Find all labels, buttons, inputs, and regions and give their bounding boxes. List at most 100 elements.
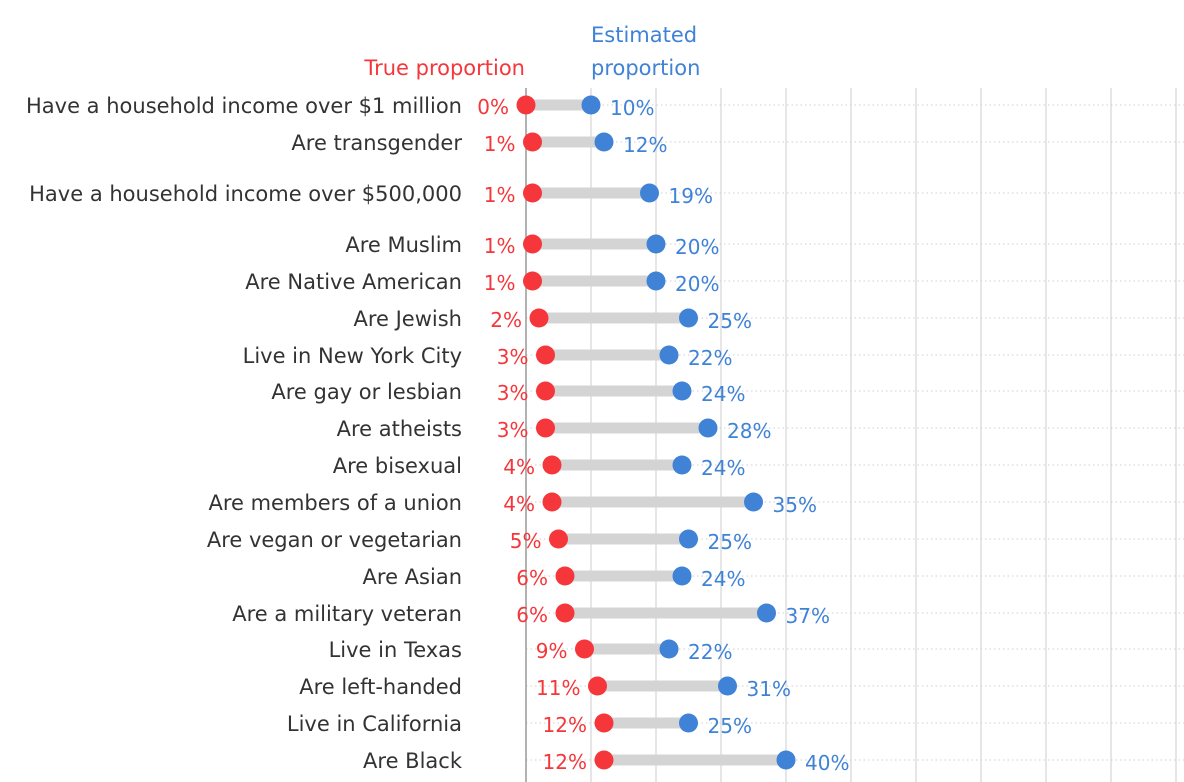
legend-true-proportion: True proportion xyxy=(363,56,525,80)
true-proportion-point xyxy=(536,418,555,438)
data-row: Are left-handed 11% 31% xyxy=(299,675,791,701)
true-value-label: 12% xyxy=(543,713,587,737)
data-row: Are Muslim 1% 20% xyxy=(345,233,719,259)
estimated-value-label: 22% xyxy=(688,640,732,664)
estimated-proportion-point xyxy=(744,492,763,512)
true-value-label: 1% xyxy=(484,234,516,258)
estimated-proportion-point xyxy=(672,566,692,586)
true-proportion-point xyxy=(516,95,536,115)
data-row: Are bisexual 4% 24% xyxy=(333,454,746,480)
estimated-proportion-point xyxy=(698,418,718,438)
estimated-proportion-point xyxy=(646,271,666,291)
true-proportion-point xyxy=(555,603,575,623)
true-proportion-point xyxy=(523,132,542,152)
estimated-proportion-point xyxy=(718,676,737,696)
true-proportion-point xyxy=(523,234,542,254)
estimated-value-label: 35% xyxy=(773,493,817,517)
true-value-label: 3% xyxy=(497,418,529,442)
row-guides xyxy=(526,104,1184,761)
true-proportion-point xyxy=(542,455,562,475)
legend: True proportion Estimated proportion xyxy=(363,23,700,80)
category-label: Are Muslim xyxy=(345,233,462,257)
true-proportion-point xyxy=(575,639,594,659)
category-label: Live in California xyxy=(287,712,462,736)
estimated-value-label: 40% xyxy=(805,751,849,775)
true-proportion-point xyxy=(536,381,555,401)
estimated-value-label: 25% xyxy=(708,714,752,738)
category-label: Live in New York City xyxy=(243,344,462,368)
true-value-label: 5% xyxy=(510,529,542,553)
estimated-proportion-point xyxy=(679,308,698,328)
category-label: Are members of a union xyxy=(208,491,462,515)
estimated-value-label: 28% xyxy=(727,419,771,443)
estimated-value-label: 25% xyxy=(708,530,752,554)
true-proportion-point xyxy=(523,183,542,203)
category-label: Are gay or lesbian xyxy=(271,380,462,404)
true-proportion-point xyxy=(536,345,555,365)
category-label: Are Asian xyxy=(363,565,462,589)
true-proportion-point xyxy=(523,271,542,291)
data-row: Are a military veteran 6% 37% xyxy=(232,602,830,628)
estimated-proportion-point xyxy=(646,234,666,254)
true-value-label: 9% xyxy=(536,639,568,663)
true-value-label: 4% xyxy=(503,455,535,479)
category-label: Are left-handed xyxy=(299,675,462,699)
data-row: Are members of a union 4% 35% xyxy=(208,491,817,517)
estimated-proportion-point xyxy=(594,132,614,152)
estimated-value-label: 24% xyxy=(701,456,745,480)
category-label: Are bisexual xyxy=(333,454,462,478)
category-label: Are atheists xyxy=(337,417,462,441)
category-label: Have a household income over $500,000 xyxy=(29,182,462,206)
true-value-label: 1% xyxy=(484,183,516,207)
true-proportion-point xyxy=(529,308,549,328)
legend-estimated-proportion: Estimated proportion xyxy=(591,23,700,80)
category-label: Are vegan or vegetarian xyxy=(207,528,462,552)
estimated-proportion-point xyxy=(679,529,698,549)
estimated-proportion-point xyxy=(679,713,698,733)
true-proportion-point xyxy=(549,529,568,549)
data-row: Are Jewish 2% 25% xyxy=(353,307,751,333)
estimated-proportion-point xyxy=(581,95,601,115)
estimated-value-label: 37% xyxy=(786,604,830,628)
true-value-label: 11% xyxy=(536,676,580,700)
data-row: Are transgender 1% 12% xyxy=(291,131,667,157)
category-label: Live in Texas xyxy=(329,638,462,662)
data-rows: Have a household income over $1 million 0… xyxy=(26,94,849,775)
estimated-proportion-point xyxy=(640,183,659,203)
category-label: Have a household income over $1 million xyxy=(26,94,462,118)
true-value-label: 1% xyxy=(484,132,516,156)
true-proportion-point xyxy=(588,676,607,696)
estimated-value-label: 24% xyxy=(701,382,745,406)
category-label: Are Native American xyxy=(245,270,462,294)
true-value-label: 3% xyxy=(497,345,529,369)
category-label: Are transgender xyxy=(291,131,462,155)
true-value-label: 0% xyxy=(477,95,509,119)
data-row: Are Asian 6% 24% xyxy=(363,565,746,591)
data-row: Have a household income over $500,000 1% 1… xyxy=(29,182,713,208)
estimated-value-label: 19% xyxy=(669,184,713,208)
estimated-proportion-point xyxy=(672,455,692,475)
estimated-value-label: 10% xyxy=(610,96,654,120)
data-row: Live in California 12% 25% xyxy=(287,712,752,738)
estimated-value-label: 31% xyxy=(747,677,791,701)
estimated-value-label: 25% xyxy=(708,309,752,333)
estimated-value-label: 24% xyxy=(701,567,745,591)
estimated-proportion-point xyxy=(659,345,679,365)
estimated-value-label: 20% xyxy=(675,272,719,296)
true-proportion-point xyxy=(594,750,614,770)
estimated-value-label: 12% xyxy=(623,133,667,157)
estimated-proportion-point xyxy=(757,603,776,623)
data-row: Live in New York City 3% 22% xyxy=(243,344,733,370)
true-proportion-point xyxy=(555,566,575,586)
estimated-proportion-point xyxy=(659,639,679,659)
category-label: Are Jewish xyxy=(353,307,462,331)
data-row: Are vegan or vegetarian 5% 25% xyxy=(207,528,752,554)
estimated-value-label: 22% xyxy=(688,346,732,370)
true-proportion-point xyxy=(542,492,562,512)
data-row: Have a household income over $1 million 0… xyxy=(26,94,654,120)
true-value-label: 3% xyxy=(497,381,529,405)
estimated-value-label: 20% xyxy=(675,235,719,259)
grid-lines xyxy=(590,88,1177,782)
estimated-proportion-point xyxy=(672,381,692,401)
